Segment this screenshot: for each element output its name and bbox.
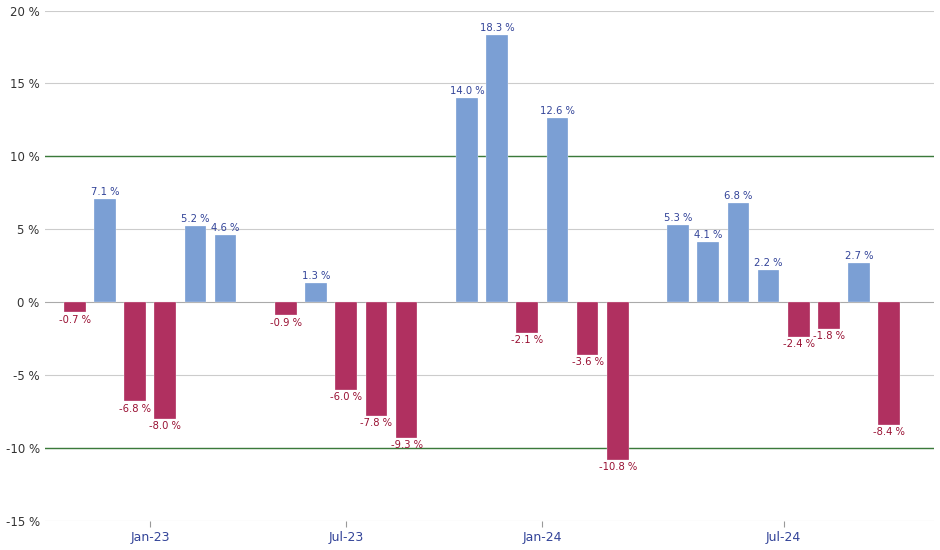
Bar bbox=[214, 235, 236, 302]
Text: 5.3 %: 5.3 % bbox=[664, 213, 692, 223]
Bar bbox=[607, 302, 629, 460]
Bar bbox=[456, 98, 478, 302]
Text: 4.6 %: 4.6 % bbox=[212, 223, 240, 233]
Text: 4.1 %: 4.1 % bbox=[694, 230, 722, 240]
Bar bbox=[697, 243, 719, 303]
Bar bbox=[758, 270, 779, 303]
Bar bbox=[728, 203, 749, 302]
Text: -2.4 %: -2.4 % bbox=[783, 339, 815, 349]
Text: 1.3 %: 1.3 % bbox=[302, 271, 330, 281]
Text: 6.8 %: 6.8 % bbox=[724, 191, 753, 201]
Bar bbox=[336, 302, 357, 390]
Bar bbox=[366, 302, 387, 416]
Text: -9.3 %: -9.3 % bbox=[390, 440, 423, 450]
Bar bbox=[64, 302, 86, 312]
Bar bbox=[667, 225, 689, 302]
Bar bbox=[788, 302, 809, 337]
Text: 12.6 %: 12.6 % bbox=[540, 106, 574, 116]
Text: 5.2 %: 5.2 % bbox=[181, 214, 210, 224]
Bar bbox=[94, 199, 116, 302]
Bar bbox=[154, 302, 176, 419]
Text: -8.0 %: -8.0 % bbox=[149, 421, 181, 431]
Bar bbox=[306, 283, 327, 302]
Text: -0.9 %: -0.9 % bbox=[270, 317, 302, 328]
Text: 14.0 %: 14.0 % bbox=[449, 86, 484, 96]
Bar bbox=[124, 302, 146, 402]
Bar bbox=[184, 227, 206, 302]
Text: -2.1 %: -2.1 % bbox=[511, 335, 543, 345]
Text: -6.8 %: -6.8 % bbox=[119, 404, 151, 414]
Text: -3.6 %: -3.6 % bbox=[572, 357, 603, 367]
Bar bbox=[546, 118, 568, 302]
Text: -6.0 %: -6.0 % bbox=[330, 392, 362, 402]
Bar bbox=[818, 302, 839, 328]
Bar bbox=[486, 35, 508, 302]
Bar bbox=[396, 302, 417, 438]
Text: 7.1 %: 7.1 % bbox=[90, 186, 119, 196]
Text: -10.8 %: -10.8 % bbox=[599, 462, 636, 472]
Bar bbox=[878, 302, 901, 425]
Text: -0.7 %: -0.7 % bbox=[58, 315, 90, 324]
Text: -7.8 %: -7.8 % bbox=[360, 418, 392, 428]
Bar bbox=[576, 302, 599, 355]
Bar bbox=[516, 302, 538, 333]
Text: -1.8 %: -1.8 % bbox=[813, 331, 845, 340]
Text: 2.7 %: 2.7 % bbox=[845, 251, 873, 261]
Bar bbox=[848, 263, 870, 302]
Text: -8.4 %: -8.4 % bbox=[873, 427, 905, 437]
Bar bbox=[275, 302, 297, 315]
Text: 2.2 %: 2.2 % bbox=[754, 258, 783, 268]
Text: 18.3 %: 18.3 % bbox=[479, 23, 514, 33]
